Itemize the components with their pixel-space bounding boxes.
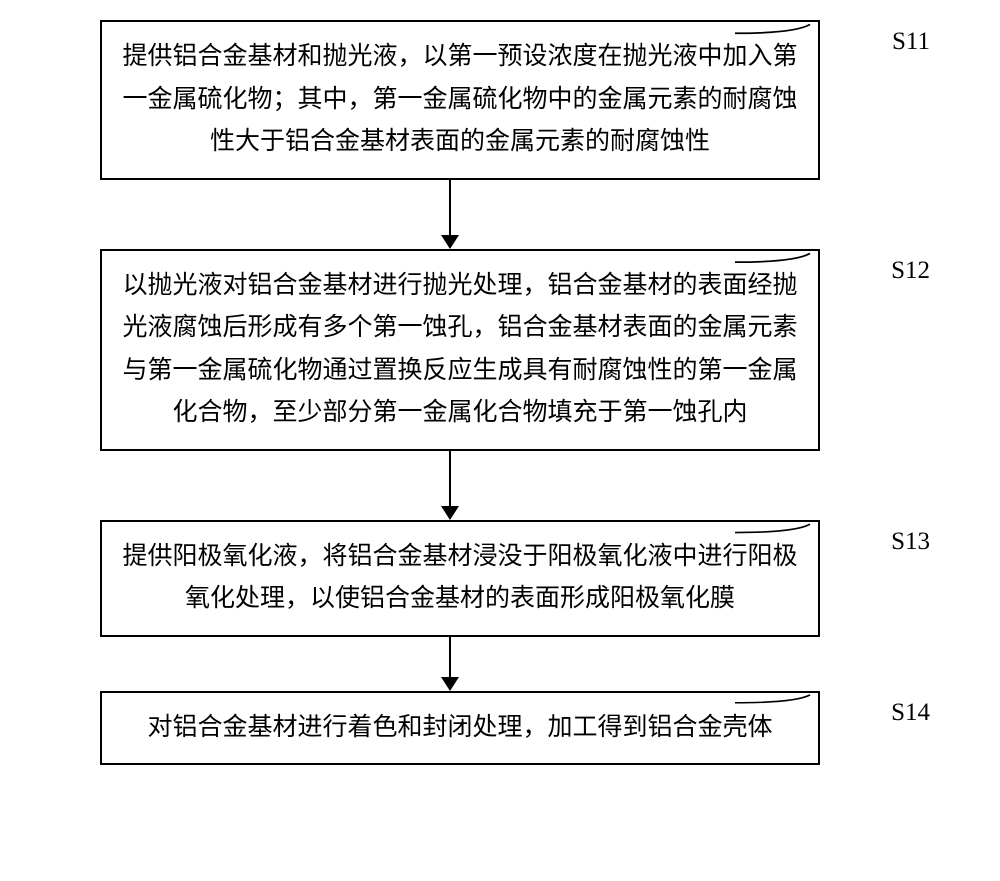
connector-3 xyxy=(735,520,820,637)
arrow-2 xyxy=(441,451,459,520)
connector-1 xyxy=(735,20,820,180)
connector-4 xyxy=(735,691,820,766)
step-row-3: 提供阳极氧化液，将铝合金基材浸没于阳极氧化液中进行阳极氧化处理，以使铝合金基材的… xyxy=(40,520,960,637)
step-box-1: 提供铝合金基材和抛光液，以第一预设浓度在抛光液中加入第一金属硫化物；其中，第一金… xyxy=(100,20,820,180)
step-box-2: 以抛光液对铝合金基材进行抛光处理，铝合金基材的表面经抛光液腐蚀后形成有多个第一蚀… xyxy=(100,249,820,451)
step-label-2: S12 xyxy=(891,257,930,285)
arrow-3 xyxy=(441,637,459,691)
arrow-line-2 xyxy=(449,451,451,506)
step-box-3: 提供阳极氧化液，将铝合金基材浸没于阳极氧化液中进行阳极氧化处理，以使铝合金基材的… xyxy=(100,520,820,637)
arrow-line-3 xyxy=(449,637,451,677)
step-text-3: 提供阳极氧化液，将铝合金基材浸没于阳极氧化液中进行阳极氧化处理，以使铝合金基材的… xyxy=(122,536,798,621)
step-label-3: S13 xyxy=(891,528,930,556)
flowchart-container: 提供铝合金基材和抛光液，以第一预设浓度在抛光液中加入第一金属硫化物；其中，第一金… xyxy=(40,20,960,765)
step-label-4: S14 xyxy=(891,699,930,727)
step-text-2: 以抛光液对铝合金基材进行抛光处理，铝合金基材的表面经抛光液腐蚀后形成有多个第一蚀… xyxy=(122,265,798,435)
arrow-head-1 xyxy=(441,235,459,249)
step-text-1: 提供铝合金基材和抛光液，以第一预设浓度在抛光液中加入第一金属硫化物；其中，第一金… xyxy=(122,36,798,164)
step-label-1: S11 xyxy=(892,28,930,56)
step-text-4: 对铝合金基材进行着色和封闭处理，加工得到铝合金壳体 xyxy=(122,707,798,750)
connector-2 xyxy=(735,249,820,451)
step-row-1: 提供铝合金基材和抛光液，以第一预设浓度在抛光液中加入第一金属硫化物；其中，第一金… xyxy=(40,20,960,180)
arrow-head-3 xyxy=(441,677,459,691)
arrow-head-2 xyxy=(441,506,459,520)
step-box-4: 对铝合金基材进行着色和封闭处理，加工得到铝合金壳体 xyxy=(100,691,820,766)
step-row-2: 以抛光液对铝合金基材进行抛光处理，铝合金基材的表面经抛光液腐蚀后形成有多个第一蚀… xyxy=(40,249,960,451)
arrow-1 xyxy=(441,180,459,249)
step-row-4: 对铝合金基材进行着色和封闭处理，加工得到铝合金壳体 S14 xyxy=(40,691,960,766)
arrow-line-1 xyxy=(449,180,451,235)
